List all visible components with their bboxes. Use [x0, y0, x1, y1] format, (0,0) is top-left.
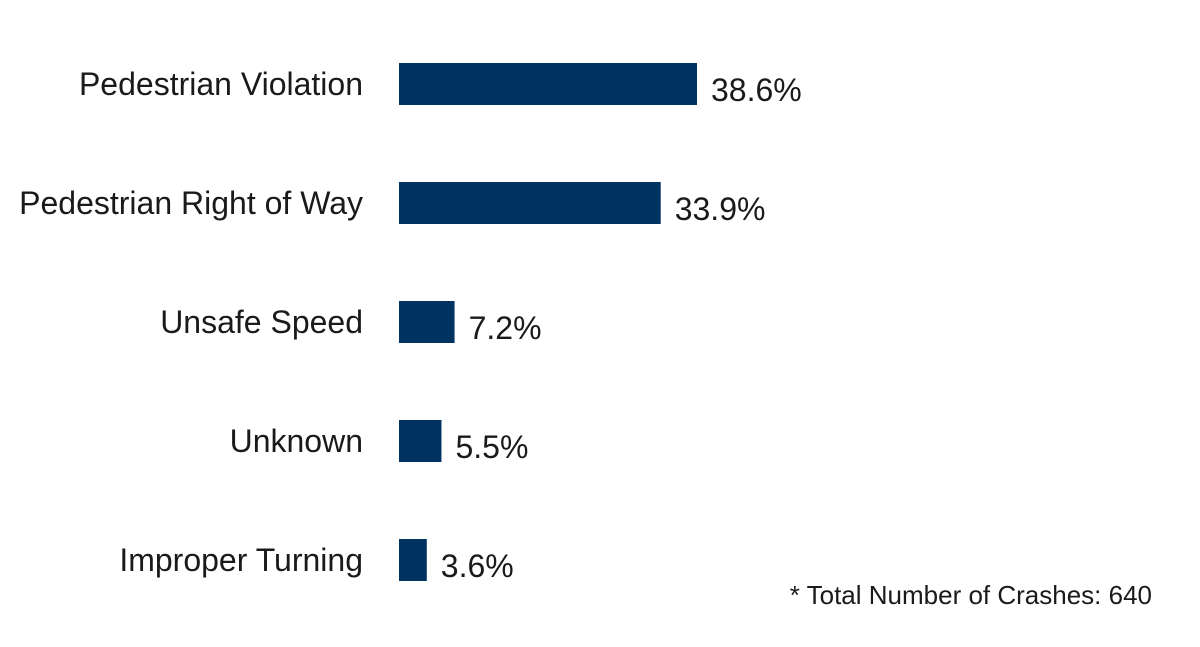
value-label-unknown: 5.5% — [455, 429, 528, 465]
category-label-unsafe-speed: Unsafe Speed — [160, 304, 363, 340]
category-label-pedestrian-right-of-way: Pedestrian Right of Way — [19, 185, 363, 221]
category-label-pedestrian-violation: Pedestrian Violation — [79, 66, 363, 102]
value-label-improper-turning: 3.6% — [441, 548, 514, 584]
footnote-total-crashes: * Total Number of Crashes: 640 — [789, 580, 1152, 610]
bar-unsafe-speed — [399, 301, 455, 343]
bar-unknown — [399, 420, 442, 462]
category-label-improper-turning: Improper Turning — [119, 542, 363, 578]
category-label-unknown: Unknown — [230, 423, 363, 459]
bar-pedestrian-violation — [399, 63, 697, 105]
value-label-pedestrian-right-of-way: 33.9% — [675, 191, 766, 227]
bar-pedestrian-right-of-way — [399, 182, 661, 224]
value-label-pedestrian-violation: 38.6% — [711, 72, 802, 108]
value-label-unsafe-speed: 7.2% — [469, 310, 542, 346]
bar-improper-turning — [399, 539, 427, 581]
